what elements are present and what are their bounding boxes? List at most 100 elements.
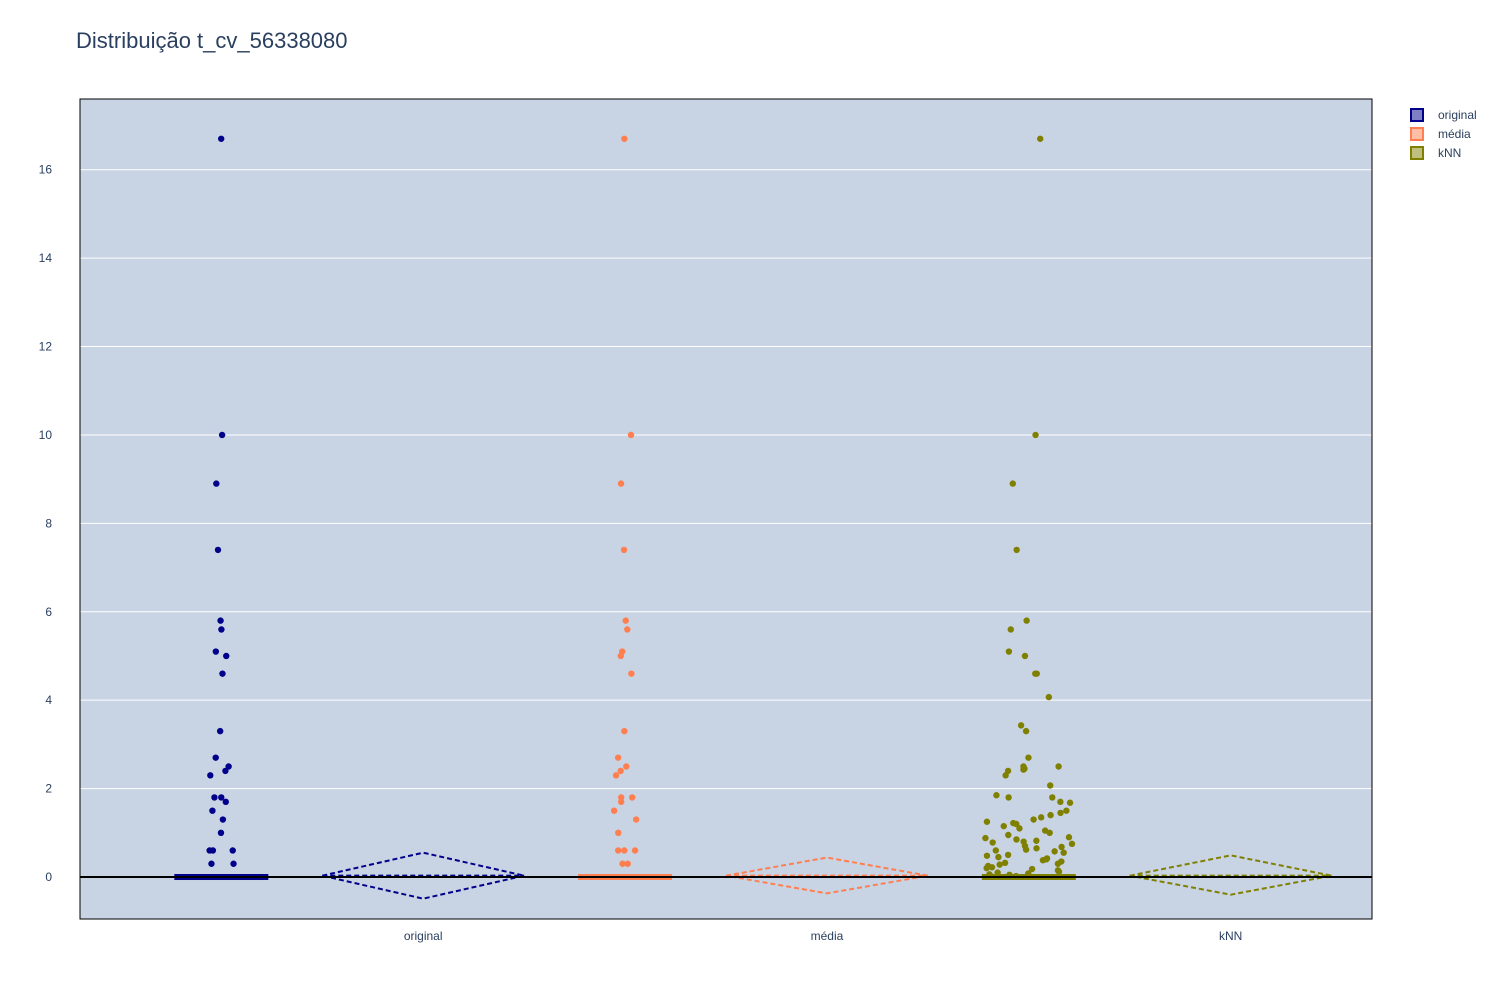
legend-item[interactable]: kNN [1410,146,1461,160]
data-point [1004,851,1012,859]
y-tick-label: 14 [39,251,53,265]
data-point [1030,816,1037,823]
data-point [1017,722,1025,729]
data-point [1013,546,1020,554]
data-point [1005,794,1012,801]
data-point [1009,480,1016,487]
data-point [212,754,219,761]
data-point [628,670,635,677]
data-point [1054,860,1062,867]
chart-title: Distribuição t_cv_56338080 [76,28,348,53]
data-point [1049,794,1056,801]
data-point [1001,859,1009,867]
data-point [1058,843,1065,851]
legend-label: média [1438,127,1471,141]
data-point [993,792,1000,799]
data-point [994,869,1001,876]
data-point [1033,837,1040,844]
data-point [623,763,630,770]
legend-swatch [1410,127,1424,141]
legend-label: original [1438,108,1477,122]
grid-lines [80,169,1372,790]
data-point [216,727,224,735]
data-point [1002,772,1009,779]
data-point [1068,840,1076,848]
data-point [1057,798,1064,806]
data-point [1000,822,1007,830]
data-point [1065,834,1073,841]
legend[interactable]: original média kNN [1410,108,1477,160]
data-point [617,798,625,806]
data-point [615,829,622,837]
data-point [1016,825,1023,832]
data-point [617,652,624,660]
y-tick-label: 8 [45,516,52,530]
y-axis: 0 2 4 6 8 10 12 14 16 [39,163,53,884]
data-point [621,135,628,142]
x-tick-label: kNN [1219,929,1242,943]
data-point [1066,799,1074,806]
data-point [1013,836,1020,843]
y-tick-label: 12 [39,340,53,354]
data-point [214,546,222,554]
data-point [1046,829,1053,837]
data-point [217,829,225,837]
data-point [1060,849,1067,856]
summary-diamond [725,856,929,895]
data-point [229,847,236,854]
legend-swatch [1410,146,1424,160]
y-tick-label: 2 [45,782,52,796]
legend-item[interactable]: média [1410,127,1471,141]
data-point [206,847,213,854]
data-point [1046,782,1054,789]
data-point [222,798,229,806]
data-point [618,794,625,801]
data-point [218,794,225,801]
data-point [217,617,224,624]
data-point [218,431,226,439]
data-point [988,864,996,871]
data-point [621,727,628,735]
data-point [218,626,225,633]
data-point [983,818,991,825]
data-point [1039,857,1047,864]
data-point [982,834,989,842]
data-point [632,816,640,823]
data-point [1028,865,1036,873]
data-point [1063,807,1070,814]
data-point [1055,763,1062,770]
data-point [995,853,1002,861]
legend-label: kNN [1438,146,1461,160]
data-point [211,794,218,801]
data-point [989,839,996,846]
data-point [1021,652,1029,660]
data-point [621,847,628,854]
data-point [619,860,626,867]
data-point [212,648,220,655]
data-point [620,546,628,554]
data-point [1025,754,1032,761]
data-point [217,135,225,142]
data-point [1033,845,1040,852]
data-point [213,480,220,487]
data-point [1007,626,1014,633]
data-point [624,626,631,633]
data-point [617,767,624,775]
data-point [219,816,227,823]
plot-background [80,99,1372,919]
data-point [1032,670,1039,677]
data-point [208,860,215,867]
data-point [624,860,631,867]
data-point [209,807,216,814]
data-point [230,860,237,867]
legend-item[interactable]: original [1410,108,1477,122]
data-point [983,864,990,872]
summary-diamond [322,851,525,900]
y-tick-label: 10 [39,428,53,442]
data-point [223,652,230,660]
data-point [1055,868,1063,875]
data-point [1005,648,1013,655]
data-point [1047,811,1054,819]
data-point [1022,846,1030,853]
